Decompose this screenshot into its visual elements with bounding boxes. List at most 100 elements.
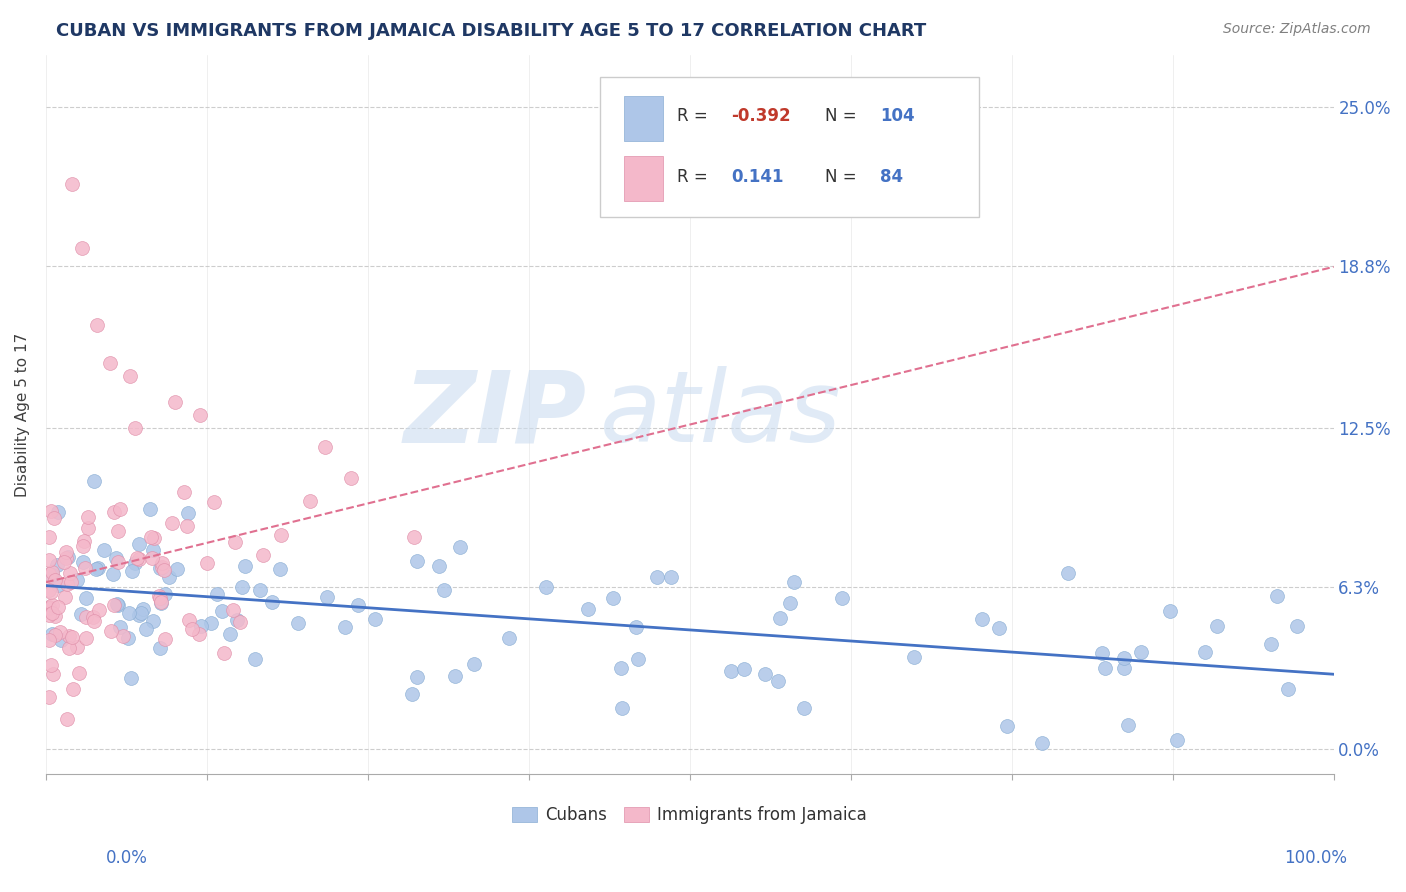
Point	[179, 613, 201, 627]
Point	[38, 601, 60, 615]
Point	[83, 615, 105, 629]
Point	[98, 356, 121, 370]
Point	[229, 615, 252, 629]
Point	[316, 590, 339, 604]
Point	[987, 621, 1010, 635]
Point	[1116, 718, 1139, 732]
Point	[1094, 661, 1116, 675]
Point	[249, 582, 271, 597]
Point	[44, 628, 66, 642]
FancyBboxPatch shape	[599, 77, 980, 217]
Point	[463, 657, 485, 671]
Point	[195, 556, 218, 570]
Point	[93, 543, 115, 558]
Point	[150, 556, 173, 570]
Point	[46, 578, 69, 592]
Point	[1114, 651, 1136, 665]
Point	[433, 582, 456, 597]
Point	[38, 600, 60, 615]
Point	[347, 598, 370, 612]
Text: 84: 84	[880, 169, 904, 186]
Point	[1286, 619, 1309, 633]
Point	[262, 595, 284, 609]
Point	[38, 633, 60, 648]
Point	[166, 562, 188, 576]
Point	[149, 560, 172, 574]
Point	[41, 566, 63, 580]
Point	[58, 641, 80, 656]
Point	[627, 652, 650, 666]
Point	[38, 690, 60, 705]
Point	[1166, 732, 1188, 747]
Point	[66, 573, 89, 587]
Point	[124, 421, 146, 435]
Point	[427, 559, 450, 574]
Text: 0.141: 0.141	[731, 169, 783, 186]
Point	[125, 551, 148, 566]
Point	[108, 620, 131, 634]
Text: R =: R =	[676, 107, 707, 125]
Point	[75, 610, 97, 624]
Point	[401, 687, 423, 701]
Point	[270, 528, 292, 542]
Point	[142, 542, 165, 557]
Point	[70, 241, 93, 255]
Point	[139, 530, 162, 544]
Point	[576, 602, 599, 616]
Point	[60, 575, 83, 590]
Point	[117, 631, 139, 645]
Point	[150, 559, 173, 574]
Point	[995, 719, 1018, 733]
Point	[83, 474, 105, 488]
Point	[142, 614, 165, 628]
Point	[38, 608, 60, 623]
Point	[243, 652, 266, 666]
Point	[56, 550, 79, 565]
Point	[44, 608, 66, 623]
Point	[177, 506, 200, 520]
Point	[42, 666, 65, 681]
Point	[49, 633, 72, 648]
Point	[73, 561, 96, 575]
Point	[212, 646, 235, 660]
Point	[153, 562, 176, 576]
Point	[55, 545, 77, 559]
Point	[148, 589, 170, 603]
Point	[38, 553, 60, 567]
Point	[610, 661, 633, 675]
Text: Source: ZipAtlas.com: Source: ZipAtlas.com	[1223, 22, 1371, 37]
Point	[53, 555, 76, 569]
Point	[402, 530, 425, 544]
Point	[58, 629, 80, 643]
Point	[155, 587, 177, 601]
Point	[39, 504, 62, 518]
Point	[107, 597, 129, 611]
Point	[59, 566, 82, 581]
Point	[299, 493, 322, 508]
Point	[314, 440, 336, 454]
Point	[449, 540, 471, 554]
Point	[1277, 681, 1299, 696]
Point	[405, 554, 427, 568]
Point	[72, 540, 94, 554]
Y-axis label: Disability Age 5 to 17: Disability Age 5 to 17	[15, 333, 30, 497]
Point	[141, 551, 163, 566]
Point	[89, 603, 111, 617]
Point	[72, 555, 94, 569]
Point	[176, 519, 198, 533]
Point	[1265, 589, 1288, 603]
Point	[41, 598, 63, 612]
Point	[1206, 619, 1229, 633]
Point	[200, 615, 222, 630]
Point	[55, 712, 77, 726]
Point	[70, 607, 93, 622]
Point	[233, 558, 256, 573]
Point	[779, 596, 801, 610]
Point	[62, 681, 84, 696]
Point	[75, 631, 97, 645]
Point	[1159, 604, 1181, 618]
Point	[231, 580, 253, 594]
Point	[75, 591, 97, 606]
Point	[157, 570, 180, 584]
Point	[39, 658, 62, 673]
